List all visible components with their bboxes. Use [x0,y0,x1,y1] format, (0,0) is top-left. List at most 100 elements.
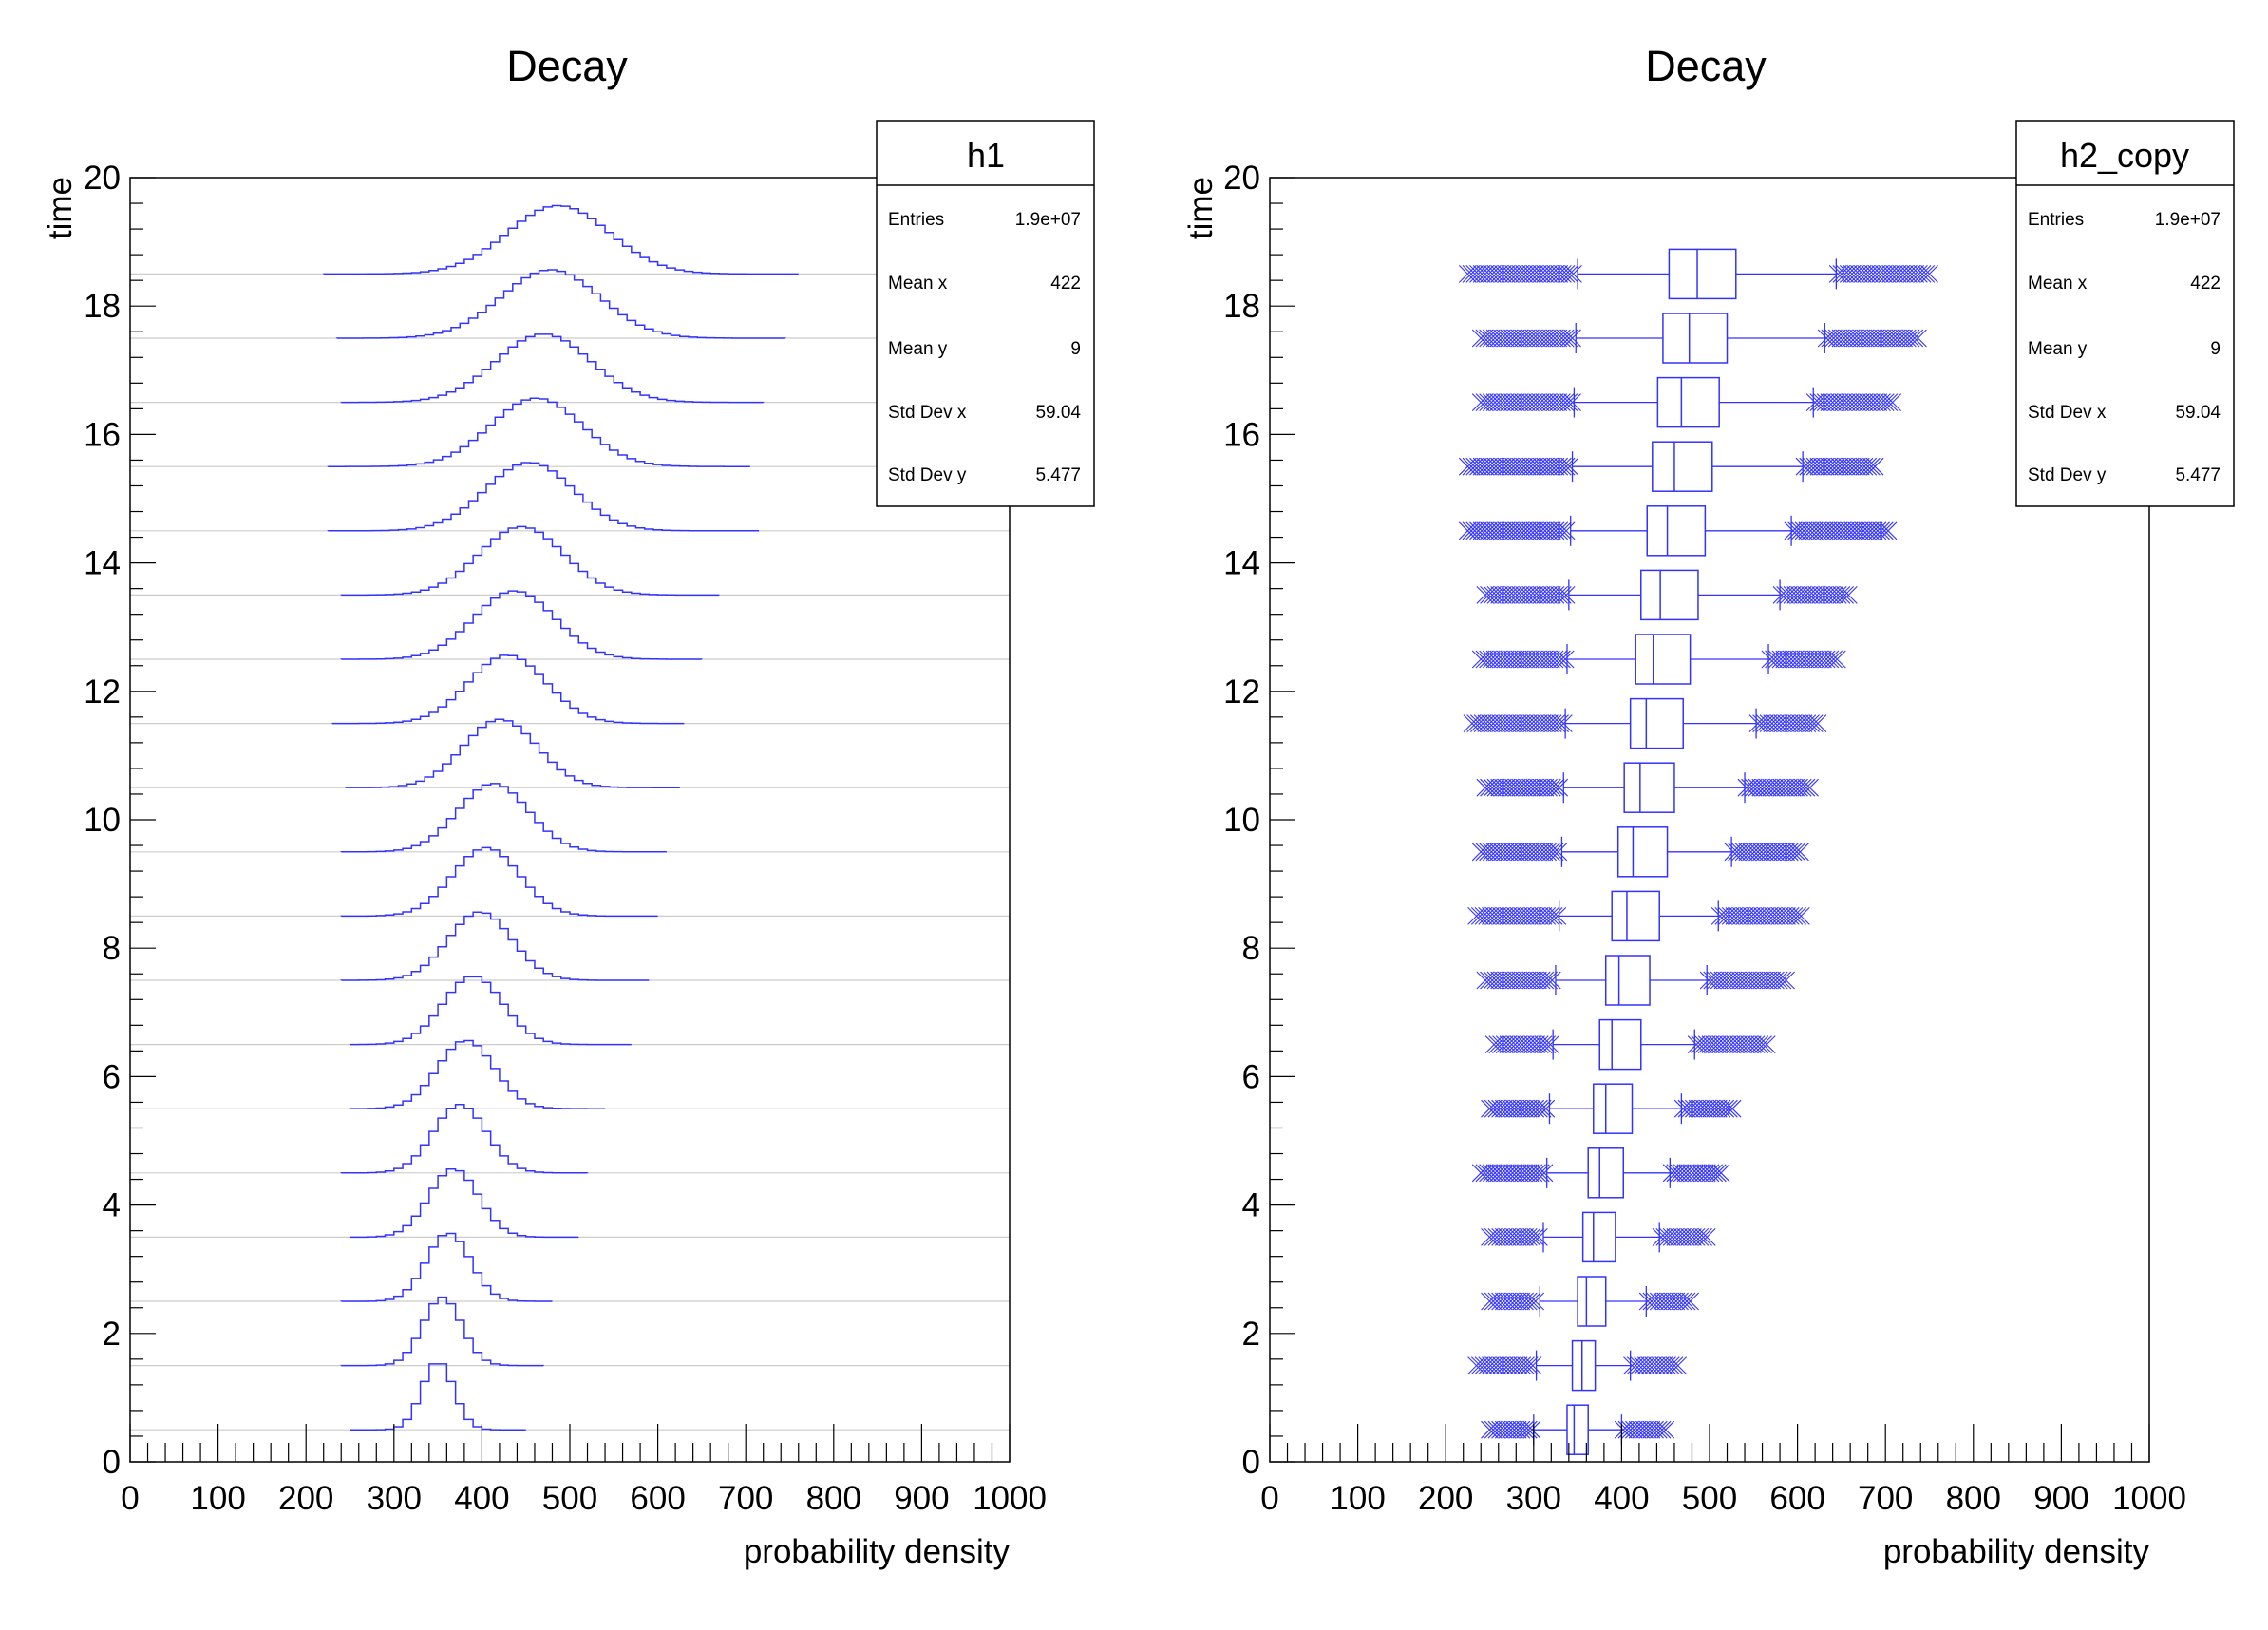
outlier-high-marker [1737,778,1756,797]
outlier-high-marker [1729,1035,1748,1053]
outlier-low-marker [1535,650,1554,669]
outlier-high-marker [1665,1356,1684,1374]
outlier-high-marker [1856,329,1875,348]
outlier-high-marker [1787,843,1806,862]
outlier-high-marker [1767,714,1785,732]
outlier-high-marker [1828,265,1847,283]
outlier-high-marker [1871,265,1890,283]
outlier-low-marker [1494,586,1512,604]
outlier-low-marker [1514,329,1533,348]
outlier-high-marker [1642,1420,1661,1439]
axes: 0 100 200 300 400 500 600 700 800 900 1000 0 2 4 6 8 10 1… [84,160,1047,1517]
y-tick-label: 0 [1242,1444,1260,1481]
outlier-high-marker [1717,971,1735,990]
outlier-high-marker [1814,650,1832,669]
outlier-high-marker [1748,971,1767,990]
outlier-high-marker [1849,329,1867,348]
outlier-high-marker [1850,265,1868,283]
outlier-low-marker [1546,521,1565,540]
y-tick-label: 0 [103,1444,121,1481]
outlier-high-marker [1773,971,1792,990]
outlier-high-marker [1726,1035,1745,1053]
outlier-low-marker [1522,1420,1541,1439]
outlier-low-marker [1484,907,1503,925]
outlier-high-marker [1731,843,1749,862]
outlier-high-marker [1708,1164,1727,1183]
outlier-high-marker [1761,650,1780,669]
outlier-high-marker [1773,714,1792,732]
outlier-high-marker [1790,586,1808,604]
outlier-low-marker [1510,1164,1529,1183]
outlier-high-marker [1877,329,1896,348]
outlier-low-marker [1541,1035,1559,1053]
outlier-low-marker [1532,521,1551,540]
box-item [1476,762,1819,813]
outlier-low-marker [1503,1356,1521,1374]
outlier-low-marker [1485,650,1504,669]
outlier-low-marker [1498,714,1517,732]
outlier-low-marker [1542,521,1561,540]
outlier-low-marker [1544,907,1563,925]
outlier-high-marker [1623,1356,1641,1374]
box-item [1467,1339,1688,1392]
outlier-low-marker [1518,971,1537,990]
outlier-high-marker [1853,265,1872,283]
outlier-low-marker [1515,971,1533,990]
outlier-low-marker [1476,586,1495,604]
outlier-low-marker [1513,1035,1532,1053]
outlier-low-marker [1492,1035,1510,1053]
stats-label: Std Dev y [2028,465,2107,485]
outlier-low-marker [1531,1164,1550,1183]
outlier-high-marker [1680,1164,1699,1183]
stats-title: h2_copy [2060,136,2189,175]
outlier-low-marker [1549,393,1568,411]
outlier-high-marker [1769,971,1788,990]
outlier-high-marker [1694,1164,1712,1183]
outlier-low-marker [1481,1228,1499,1246]
outlier-low-marker [1518,521,1537,540]
outlier-low-marker [1528,1164,1546,1183]
stats-value: 5.477 [1035,465,1081,485]
outlier-low-marker [1479,843,1498,862]
outlier-low-marker [1551,714,1569,732]
x-tick-label: 700 [718,1480,773,1517]
outlier-low-marker [1536,778,1555,797]
outlier-high-marker [1823,521,1842,540]
outlier-low-marker [1554,714,1573,732]
outlier-high-marker [1669,1356,1688,1374]
outlier-high-marker [1722,1035,1741,1053]
outlier-low-marker [1557,457,1576,476]
outlier-low-marker [1538,1035,1557,1053]
outlier-high-marker [1666,1228,1685,1246]
outlier-high-marker [1695,1099,1713,1118]
outlier-low-marker [1483,457,1502,476]
outlier-low-marker [1533,714,1552,732]
outlier-high-marker [1709,1099,1728,1118]
outlier-low-marker [1458,521,1477,540]
outlier-high-marker [1680,1228,1699,1246]
outlier-high-marker [1705,1035,1724,1053]
outlier-high-marker [1773,843,1792,862]
histogram-step-line [327,462,760,532]
box-item [1458,441,1884,492]
outlier-high-marker [1808,521,1827,540]
x-tick-label: 500 [542,1480,597,1517]
outlier-high-marker [1673,1099,1692,1118]
outlier-low-marker [1498,1228,1517,1246]
outlier-high-marker [1821,650,1840,669]
outlier-high-marker [1653,1292,1672,1311]
stats-label: Mean x [2028,274,2088,294]
outlier-high-marker [1779,778,1798,797]
outlier-low-marker [1484,1420,1503,1439]
outlier-high-marker [1777,843,1795,862]
outlier-low-marker [1524,650,1543,669]
outlier-low-marker [1540,586,1558,604]
outlier-high-marker [1644,1356,1663,1374]
outlier-high-marker [1743,907,1761,925]
outlier-low-marker [1525,521,1544,540]
outlier-high-marker [1748,843,1767,862]
outlier-high-marker [1772,778,1791,797]
outlier-low-marker [1520,1356,1539,1374]
outlier-low-marker [1513,1356,1532,1374]
outlier-high-marker [1742,971,1760,990]
